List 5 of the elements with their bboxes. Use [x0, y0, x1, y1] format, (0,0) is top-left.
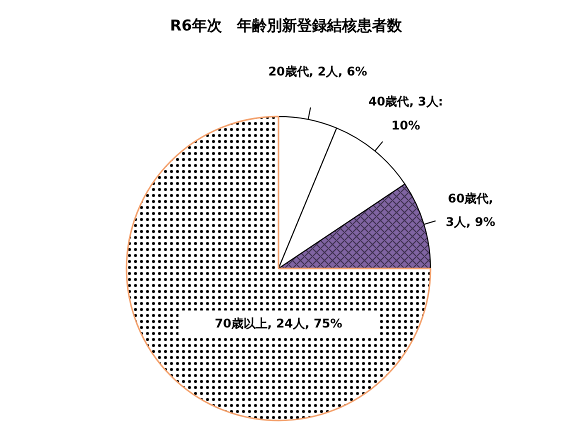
slice-label: 70歳以上, 24人, 75%: [214, 316, 342, 330]
slice-label: 20歳代, 2人, 6%: [268, 64, 368, 79]
slice-label: 60歳代, 3人, 9%: [446, 191, 496, 230]
chart-title: R6年次 年齢別新登録結核患者数: [170, 16, 403, 34]
slice-label: 40歳代, 3人: 10%: [368, 94, 444, 132]
